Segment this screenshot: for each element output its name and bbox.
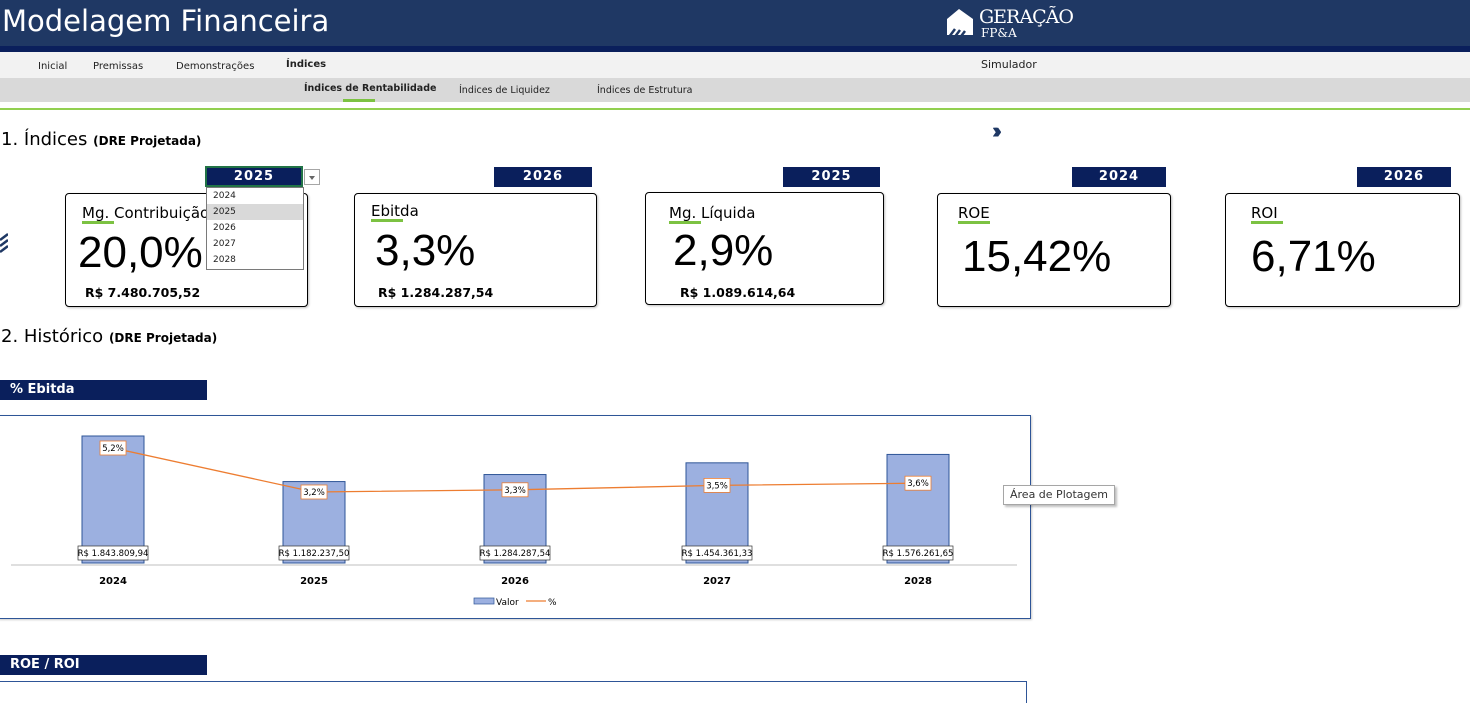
bar-value-label: R$ 1.843.809,94 [78,549,149,559]
card-title-underline [958,221,990,224]
card-title: Ebitda [371,202,419,220]
bar-value-label: R$ 1.576.261,65 [883,549,954,559]
card-value: 15,42% [962,232,1112,281]
logo-text-bottom: FP&A [981,26,1017,40]
year-select-contribuicao[interactable]: 2025 [205,166,303,187]
tab-indices-rentabilidade[interactable]: Índices de Rentabilidade [304,83,437,94]
percent-label-box [99,440,127,456]
menu-item-indices[interactable]: Índices [286,59,327,70]
bar-2024 [81,435,145,564]
simulador-link[interactable]: Simulador [981,58,1037,71]
section-historico-heading: 2. Histórico [1,326,104,347]
card-ebitda: Ebitda 3,3% R$ 1.284.287,54 [354,193,597,307]
card-title: Mg. Líquida [669,204,756,222]
percent-label: 3,3% [504,486,526,496]
legend-valor-label: Valor [496,598,519,608]
year-tab-roi[interactable]: 2026 [1357,167,1451,187]
company-logo: GERAÇÃO FP&A [945,5,1075,41]
card-roe: ROE 15,42% [937,193,1171,307]
card-amount: R$ 1.284.287,54 [378,285,494,300]
section-indices-title: 1. Índices (DRE Projetada) [1,129,201,150]
percent-label: 5,2% [102,444,124,454]
roe-roi-chart[interactable] [0,681,1027,703]
legend-valor-swatch [473,597,495,605]
header-underline [0,46,1470,52]
divider [0,108,1470,110]
chevron-right-icon[interactable]: ››› [992,118,1002,143]
x-tick-label: 2024 [99,576,127,587]
decorative-stripes-icon [0,233,8,253]
percent-label-box [904,475,932,491]
card-mg-liquida: Mg. Líquida 2,9% R$ 1.089.614,64 [645,192,884,305]
section-indices-heading: 1. Índices [1,129,88,150]
chart-label-ebitda: % Ebitda [0,380,207,400]
logo-mark-icon [947,9,973,40]
percent-label: 3,6% [907,479,929,489]
bar-value-label: R$ 1.284.287,54 [480,549,551,559]
bar-2028 [886,453,950,564]
main-menu: Inicial Premissas Demonstrações Índices … [0,52,1470,78]
year-dropdown-list: 2024 2025 2026 2027 2028 [206,187,304,270]
bar-value-label-box [882,545,954,561]
ebitda-chart[interactable]: 2024 R$ 1.843.809,94 2025 R$ 1.182.237,50 20… [0,415,1031,619]
dropdown-arrow-icon[interactable] [304,169,320,185]
card-title: ROE [958,204,990,222]
bar-value-label: R$ 1.454.361,33 [682,549,753,559]
logo-text-top: GERAÇÃO [979,6,1074,28]
x-tick-label: 2025 [300,576,328,587]
card-title-underline [82,221,114,224]
legend-percent-label: % [548,598,557,608]
card-value: 2,9% [673,226,774,275]
sub-menu: Índices de Rentabilidade Índices de Liqu… [0,78,1470,102]
bar-value-label-box [77,545,149,561]
card-title-underline [371,219,403,222]
percent-label-box [300,484,328,500]
percent-label: 3,2% [303,488,325,498]
card-title-underline [669,221,701,224]
ebitda-chart-svg: 2024 R$ 1.843.809,94 2025 R$ 1.182.237,50 20… [11,435,1017,608]
year-tab-ebitda[interactable]: 2026 [494,167,592,187]
tab-indices-estrutura[interactable]: Índices de Estrutura [597,85,693,96]
section-indices-subtitle: (DRE Projetada) [93,134,202,148]
year-tab-mg-liquida[interactable]: 2025 [783,167,880,187]
dropdown-option-2028[interactable]: 2028 [213,255,236,265]
dropdown-option-2027[interactable]: 2027 [213,239,236,249]
x-tick-label: 2028 [904,576,932,587]
dropdown-option-2025[interactable]: 2025 [207,204,303,220]
section-historico-subtitle: (DRE Projetada) [108,331,218,345]
card-roi: ROI 6,71% [1225,193,1460,307]
active-tab-indicator [343,99,375,102]
bar-value-label: R$ 1.182.237,50 [279,549,350,559]
dropdown-option-2024[interactable]: 2024 [213,191,236,201]
dropdown-option-2026[interactable]: 2026 [213,223,236,233]
section-historico-title: 2. Histórico (DRE Projetada) [1,326,217,347]
chart-label-roe-roi: ROE / ROI [0,655,207,675]
menu-item-inicial[interactable]: Inicial [38,61,68,72]
card-title: ROI [1251,204,1278,222]
card-value: 3,3% [375,226,476,275]
bar-value-label-box [479,545,551,561]
card-value: 6,71% [1251,232,1376,281]
card-title-underline [1251,221,1283,224]
year-tab-roe[interactable]: 2024 [1072,167,1166,187]
x-tick-label: 2026 [501,576,529,587]
app-title: Modelagem Financeira [2,4,330,38]
card-title: Mg. Contribuição [82,204,210,222]
percent-label-box [703,478,731,493]
tab-indices-liquidez[interactable]: Índices de Liquidez [459,85,550,96]
x-tick-label: 2027 [703,576,731,587]
percent-label-box [501,482,529,498]
bar-value-label-box [278,545,350,561]
bar-value-label-box [681,545,753,561]
plot-area-tooltip: Área de Plotagem [1003,485,1115,505]
menu-item-premissas[interactable]: Premissas [93,61,144,72]
header-bar: Modelagem Financeira GERAÇÃO FP&A [0,0,1470,46]
card-amount: R$ 1.089.614,64 [680,285,796,300]
menu-item-demonstracoes[interactable]: Demonstrações [176,61,255,72]
percent-label: 3,5% [706,481,728,491]
card-value: 20,0% [78,228,203,277]
card-amount: R$ 7.480.705,52 [85,285,201,300]
